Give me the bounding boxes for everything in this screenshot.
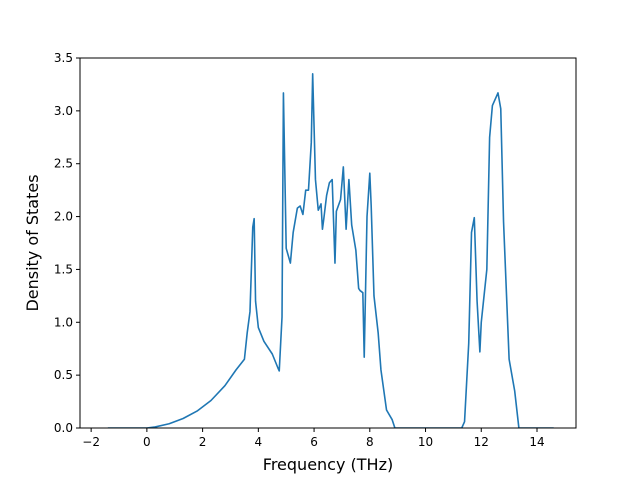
dos-line-0 xyxy=(107,73,554,428)
y-tick-label: 0.0 xyxy=(54,421,73,435)
y-tick-label: 1.0 xyxy=(54,315,73,329)
y-tick-label: 3.0 xyxy=(54,104,73,118)
x-tick-label: 14 xyxy=(529,435,544,449)
x-tick-label: 2 xyxy=(199,435,207,449)
y-tick-label: 3.5 xyxy=(54,51,73,65)
x-tick-label: 6 xyxy=(310,435,318,449)
y-axis-label: Density of States xyxy=(23,174,42,311)
y-tick-label: 2.0 xyxy=(54,210,73,224)
x-tick-label: 12 xyxy=(474,435,489,449)
y-tick-label: 1.5 xyxy=(54,262,73,276)
y-tick-label: 2.5 xyxy=(54,157,73,171)
axes-frame xyxy=(79,57,577,429)
x-tick-label: −2 xyxy=(82,435,100,449)
x-axis-label: Frequency (THz) xyxy=(263,455,393,474)
x-tick-label: 0 xyxy=(143,435,151,449)
y-tick-label: 0.5 xyxy=(54,368,73,382)
x-tick-label: 10 xyxy=(418,435,433,449)
x-tick-label: 4 xyxy=(255,435,263,449)
x-tick-label: 8 xyxy=(366,435,374,449)
